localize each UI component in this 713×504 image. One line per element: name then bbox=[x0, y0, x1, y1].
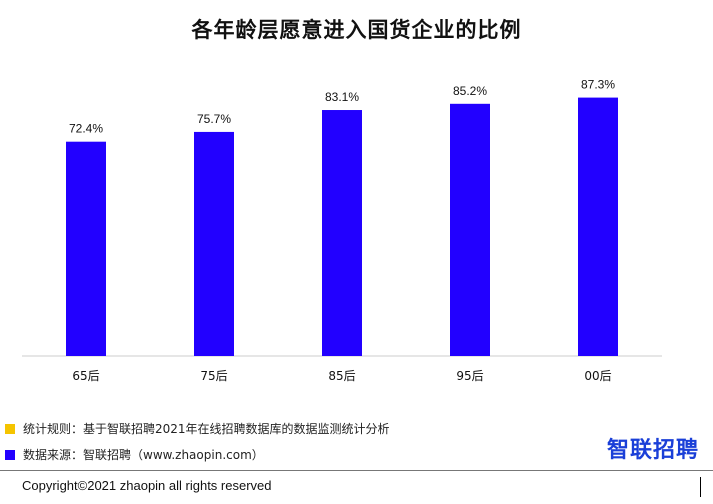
chart-title: 各年龄层愿意进入国货企业的比例 bbox=[191, 18, 522, 42]
data-source-note: 数据来源：智联招聘（www.zhaopin.com） bbox=[5, 446, 264, 463]
edge-marker bbox=[700, 477, 701, 497]
copyright-text: Copyright©2021 zhaopin all rights reserv… bbox=[22, 478, 272, 493]
stat-rule-note: 统计规则：基于智联招聘2021年在线招聘数据库的数据监测统计分析 bbox=[5, 420, 390, 437]
x-tick-label: 00后 bbox=[584, 369, 611, 383]
bar-75后 bbox=[194, 131, 234, 356]
blue-square-icon bbox=[5, 449, 15, 460]
zhaopin-logo: 智联招聘 bbox=[606, 438, 699, 463]
bar-85后 bbox=[322, 110, 362, 356]
data-label: 87.3% bbox=[581, 78, 615, 92]
x-tick-label: 75后 bbox=[200, 369, 227, 383]
data-label: 85.2% bbox=[453, 84, 487, 98]
stat-rule-text: 统计规则：基于智联招聘2021年在线招聘数据库的数据监测统计分析 bbox=[23, 422, 390, 436]
x-tick-label: 85后 bbox=[328, 369, 355, 383]
x-tick-label: 95后 bbox=[456, 369, 483, 383]
bar-00后 bbox=[578, 97, 618, 356]
bar-95后 bbox=[450, 103, 490, 356]
bar-65后 bbox=[66, 141, 106, 356]
footer-divider bbox=[0, 470, 713, 471]
data-label: 72.4% bbox=[69, 122, 103, 136]
data-label: 75.7% bbox=[197, 112, 231, 126]
bar-chart: 72.4% 65后 75.7% 75后 83.1% 85后 85.2% 95后 87.3% 00后 bbox=[22, 78, 662, 383]
x-tick-label: 65后 bbox=[72, 369, 99, 383]
data-label: 83.1% bbox=[325, 90, 359, 104]
data-source-text: 数据来源：智联招聘（www.zhaopin.com） bbox=[23, 448, 264, 462]
yellow-square-icon bbox=[5, 423, 15, 434]
